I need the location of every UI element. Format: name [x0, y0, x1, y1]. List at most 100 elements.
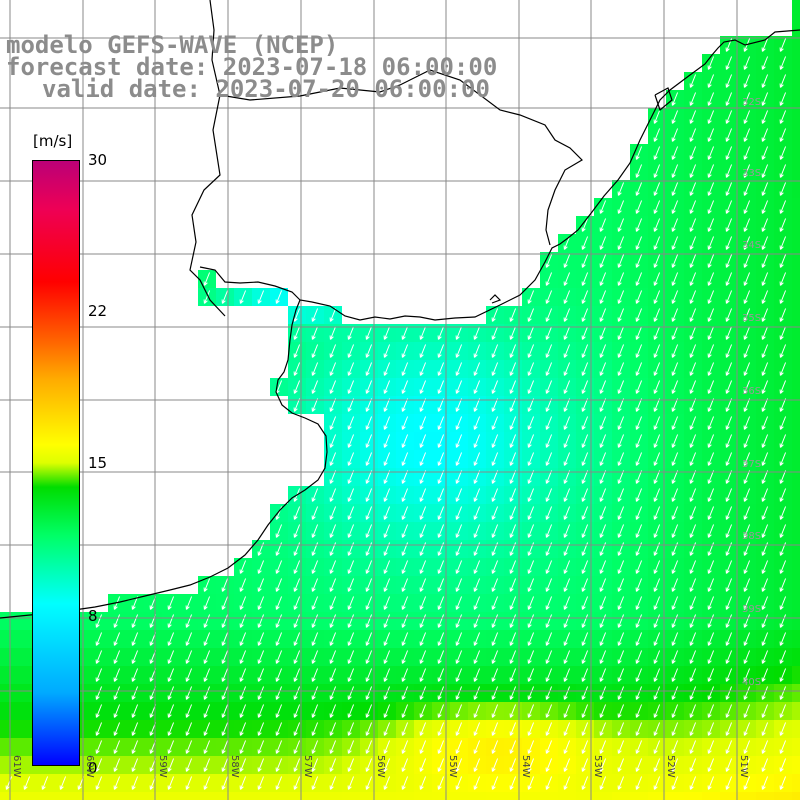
wind-arrow	[347, 740, 355, 754]
wind-arrow	[347, 560, 355, 574]
wind-arrow	[329, 470, 337, 484]
wind-arrow	[365, 560, 373, 574]
wind-arrow	[347, 758, 355, 772]
wind-arrow	[329, 434, 337, 448]
wind-arrow	[707, 416, 715, 430]
wind-arrow	[653, 650, 661, 664]
wind-arrow	[761, 308, 769, 322]
wind-arrow	[617, 488, 625, 502]
wind-arrow	[383, 488, 391, 502]
wind-arrow	[689, 272, 697, 286]
wind-arrow	[689, 254, 697, 268]
wind-arrow	[707, 722, 715, 736]
wind-arrow	[203, 596, 211, 610]
wind-arrow	[599, 578, 607, 592]
wind-arrow	[329, 596, 337, 610]
wind-arrow	[491, 326, 499, 340]
wind-speed-cell	[792, 342, 800, 360]
wind-arrow	[707, 506, 715, 520]
wind-arrow	[689, 362, 697, 376]
wind-arrow	[635, 434, 643, 448]
wind-arrow	[419, 704, 427, 718]
wind-arrow	[617, 524, 625, 538]
wind-arrow	[743, 92, 751, 106]
wind-arrow	[689, 344, 697, 358]
wind-speed-cell	[792, 792, 800, 800]
wind-arrow	[743, 164, 751, 178]
wind-arrow	[203, 614, 211, 628]
wind-arrow	[707, 596, 715, 610]
wind-arrow	[545, 326, 553, 340]
wind-arrow	[545, 614, 553, 628]
wind-arrow	[725, 92, 733, 106]
wind-arrow	[761, 470, 769, 484]
wind-arrow	[131, 596, 139, 610]
wind-arrow	[509, 488, 517, 502]
wind-arrow	[725, 290, 733, 304]
wind-arrow	[473, 758, 481, 772]
wind-arrow	[581, 506, 589, 520]
wind-arrow	[779, 704, 787, 718]
wind-arrow	[779, 524, 787, 538]
wind-arrow	[455, 560, 463, 574]
wind-arrow	[671, 236, 679, 250]
wind-arrow	[347, 632, 355, 646]
longitude-label: 56W	[375, 755, 386, 778]
wind-arrow	[491, 452, 499, 466]
wind-arrow	[725, 758, 733, 772]
wind-arrow	[275, 668, 283, 682]
wind-arrow	[689, 722, 697, 736]
longitude-label: 52W	[665, 755, 676, 778]
wind-arrow	[221, 722, 229, 736]
wind-arrow	[581, 254, 589, 268]
wind-arrow	[671, 596, 679, 610]
wind-speed-cell	[0, 648, 18, 666]
wind-arrow	[509, 344, 517, 358]
wind-speed-cell	[432, 792, 450, 800]
wind-arrow	[257, 614, 265, 628]
wind-arrow	[635, 326, 643, 340]
wind-arrow	[671, 398, 679, 412]
wind-speed-cell	[792, 144, 800, 162]
wind-arrow	[653, 560, 661, 574]
wind-arrow	[203, 758, 211, 772]
wind-speed-cell	[792, 252, 800, 270]
wind-arrow	[581, 632, 589, 646]
wind-arrow	[473, 740, 481, 754]
wind-arrow	[509, 326, 517, 340]
wind-arrow	[761, 560, 769, 574]
wind-arrow	[185, 686, 193, 700]
wind-arrow	[779, 596, 787, 610]
wind-speed-cell	[0, 756, 18, 774]
wind-arrow	[617, 452, 625, 466]
wind-arrow	[761, 398, 769, 412]
wind-arrow	[545, 506, 553, 520]
colorbar-tick-label: 8	[88, 607, 98, 625]
wind-arrow	[167, 596, 175, 610]
wind-speed-cell	[792, 414, 800, 432]
wind-speed-cell	[0, 630, 18, 648]
wind-arrow	[455, 614, 463, 628]
wind-speed-cell	[702, 792, 720, 800]
wind-speed-cell	[18, 648, 36, 666]
wind-arrow	[365, 740, 373, 754]
wind-arrow	[725, 254, 733, 268]
wind-arrow	[401, 470, 409, 484]
wind-arrow	[689, 452, 697, 466]
wind-arrow	[221, 596, 229, 610]
wind-arrow	[221, 578, 229, 592]
wind-speed-cell	[72, 792, 90, 800]
wind-arrow	[635, 416, 643, 430]
wind-arrow	[383, 758, 391, 772]
wind-arrow	[383, 344, 391, 358]
wind-arrow	[509, 650, 517, 664]
wind-arrow	[725, 776, 733, 790]
wind-arrow	[761, 164, 769, 178]
wind-arrow	[95, 740, 103, 754]
wind-arrow	[761, 632, 769, 646]
wind-arrow	[473, 776, 481, 790]
wind-arrow	[689, 506, 697, 520]
wind-arrow	[527, 398, 535, 412]
wind-arrow	[743, 776, 751, 790]
